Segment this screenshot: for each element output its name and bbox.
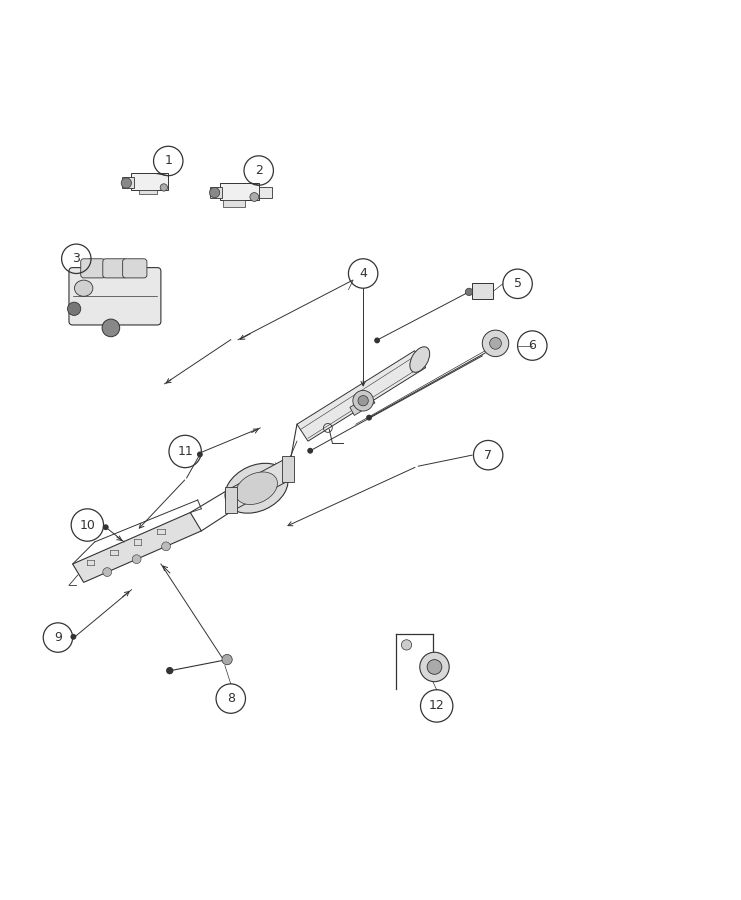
Polygon shape [225,487,236,513]
Polygon shape [223,200,245,207]
FancyBboxPatch shape [259,186,272,199]
Circle shape [166,667,173,674]
Ellipse shape [225,464,288,513]
Circle shape [132,554,141,563]
Text: 7: 7 [484,448,492,462]
Text: 4: 4 [359,267,367,280]
Polygon shape [282,456,294,482]
Circle shape [222,654,232,665]
Circle shape [482,330,509,356]
Circle shape [419,652,449,681]
Polygon shape [131,174,168,191]
Polygon shape [350,395,375,416]
Circle shape [67,302,81,315]
Text: 1: 1 [165,155,172,167]
FancyBboxPatch shape [210,186,222,198]
Circle shape [210,187,220,198]
Circle shape [427,660,442,674]
Circle shape [197,452,203,457]
Text: 5: 5 [514,277,522,291]
Polygon shape [73,512,202,582]
Circle shape [162,542,170,551]
Text: 2: 2 [255,164,262,177]
Polygon shape [139,191,157,194]
Circle shape [358,396,368,406]
Ellipse shape [410,346,430,373]
Text: 3: 3 [73,252,80,266]
Polygon shape [230,457,288,512]
Circle shape [70,634,76,640]
Circle shape [103,568,112,577]
Circle shape [465,288,473,295]
Text: 9: 9 [54,631,62,644]
Circle shape [122,178,131,188]
FancyBboxPatch shape [123,259,147,278]
Circle shape [102,320,120,337]
Circle shape [366,415,372,420]
Polygon shape [297,351,425,441]
FancyBboxPatch shape [122,177,133,188]
Text: 12: 12 [429,699,445,713]
Text: 6: 6 [528,339,536,352]
FancyBboxPatch shape [81,259,105,278]
Circle shape [374,338,380,344]
Circle shape [353,391,373,411]
FancyBboxPatch shape [472,284,493,299]
Circle shape [490,338,502,349]
Text: 11: 11 [177,445,193,458]
Ellipse shape [236,472,277,505]
FancyBboxPatch shape [69,267,161,325]
Polygon shape [220,183,259,200]
Text: 10: 10 [79,518,96,532]
Circle shape [308,448,313,454]
Circle shape [160,184,167,191]
Ellipse shape [75,280,93,296]
Circle shape [103,525,109,530]
FancyBboxPatch shape [103,259,127,278]
Circle shape [250,193,259,202]
Text: 8: 8 [227,692,235,705]
Circle shape [402,640,412,650]
